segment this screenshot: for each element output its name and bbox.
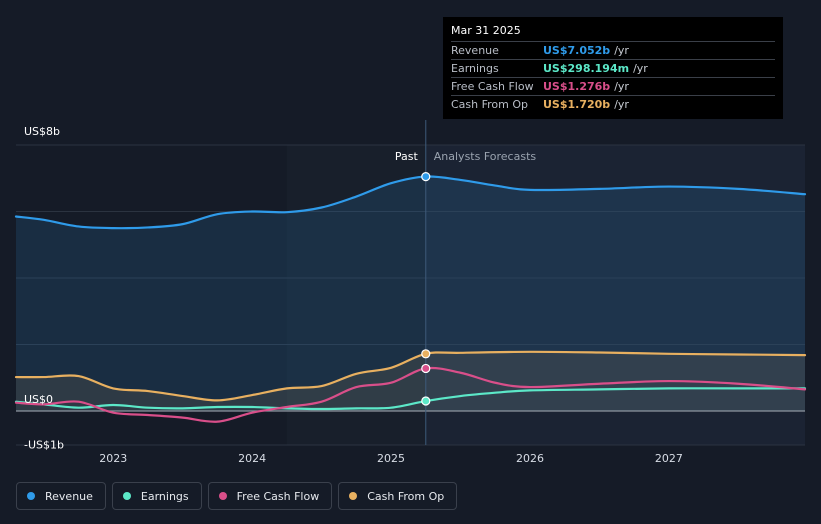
tooltip-unit: /yr	[614, 98, 629, 111]
past-label: Past	[395, 150, 419, 163]
legend-dot-icon	[218, 492, 227, 500]
series-line-earnings	[14, 387, 807, 411]
legend-item-revenue[interactable]: Revenue	[16, 482, 106, 510]
tooltip-label: Revenue	[451, 44, 499, 57]
tooltip-label: Cash From Op	[451, 98, 529, 111]
data-tooltip: Mar 31 2025 Revenue US$7.052b /yr Earnin…	[443, 17, 783, 119]
y-tick-label: -US$1b	[24, 438, 64, 451]
x-tick-label: 2027	[655, 452, 683, 465]
tooltip-row-earnings: Earnings US$298.194m /yr	[451, 60, 775, 78]
legend-item-cash-from-op[interactable]: Cash From Op	[338, 482, 458, 510]
legend-label: Revenue	[45, 489, 93, 503]
series-lines	[14, 175, 807, 423]
series-markers	[421, 171, 431, 406]
forecast-background	[425, 145, 805, 445]
series-line-revenue	[14, 175, 807, 230]
tooltip-row-cash-from-op: Cash From Op US$1.720b /yr	[451, 96, 775, 113]
x-axis: 2023 2024 2025 2026 2027	[99, 452, 683, 465]
tooltip-row-revenue: Revenue US$7.052b /yr	[451, 42, 775, 60]
x-tick-label: 2024	[238, 452, 266, 465]
series-marker-cash-from-op[interactable]	[421, 349, 431, 359]
past-highlight-band	[286, 145, 426, 445]
tooltip-value: US$298.194m	[543, 62, 630, 75]
legend-dot-icon	[27, 492, 35, 500]
legend-label: Cash From Op	[367, 489, 445, 503]
chart-background	[16, 145, 805, 445]
legend-label: Free Cash Flow	[236, 489, 320, 503]
tooltip-unit: /yr	[614, 44, 629, 57]
series-line-free-cash-flow	[14, 366, 807, 423]
tooltip-value: US$1.276b	[543, 80, 611, 93]
tooltip-unit: /yr	[614, 80, 629, 93]
series-line-cash-from-op	[14, 350, 807, 402]
series-marker-revenue[interactable]	[421, 171, 431, 182]
y-tick-label: US$8b	[24, 125, 60, 138]
legend-label: Earnings	[140, 489, 189, 503]
x-tick-label: 2025	[377, 452, 405, 465]
y-tick-label: US$0	[24, 393, 53, 406]
legend-item-earnings[interactable]: Earnings	[111, 482, 202, 510]
forecast-label: Analysts Forecasts	[434, 150, 537, 163]
legend-dot-icon	[349, 492, 358, 500]
chart-legend: Revenue Earnings Free Cash Flow Cash Fro…	[16, 482, 458, 510]
x-tick-label: 2023	[99, 452, 127, 465]
x-tick-label: 2026	[516, 452, 544, 465]
tooltip-label: Free Cash Flow	[451, 80, 534, 93]
gridlines	[16, 144, 805, 446]
tooltip-unit: /yr	[633, 62, 648, 75]
y-axis: US$8b US$0 -US$1b	[24, 125, 64, 451]
series-marker-earnings[interactable]	[421, 396, 431, 406]
tooltip-row-free-cash-flow: Free Cash Flow US$1.276b /yr	[451, 78, 775, 96]
tooltip-date: Mar 31 2025	[451, 23, 775, 42]
tooltip-value: US$7.052b	[543, 44, 611, 57]
legend-dot-icon	[122, 492, 131, 500]
legend-item-free-cash-flow[interactable]: Free Cash Flow	[207, 482, 333, 510]
tooltip-label: Earnings	[451, 62, 499, 75]
tooltip-value: US$1.720b	[543, 98, 611, 111]
series-marker-free-cash-flow[interactable]	[421, 363, 431, 374]
series-area-cash-from-op	[16, 351, 805, 411]
